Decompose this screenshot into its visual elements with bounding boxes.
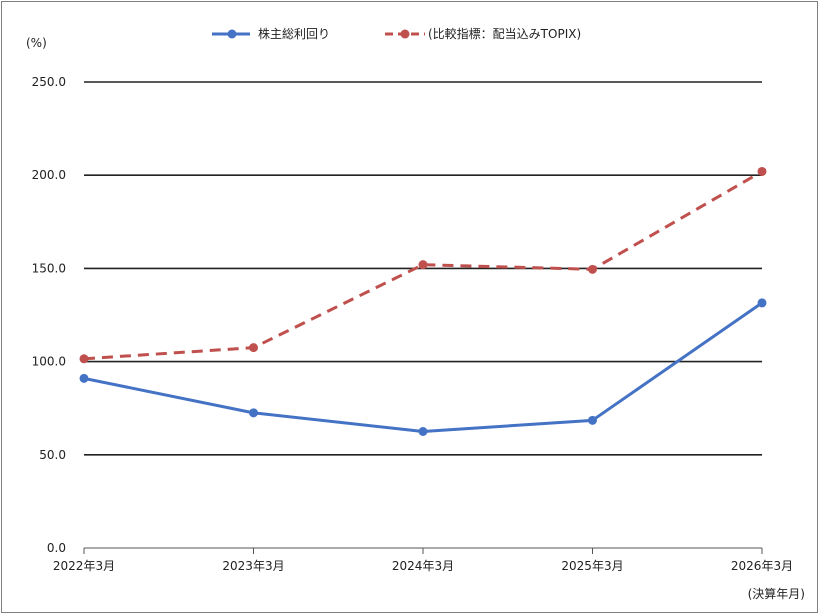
series-line-1 bbox=[83, 301, 763, 433]
y-tick-label: 250.0 bbox=[32, 75, 66, 89]
y-axis-unit-label: (%) bbox=[26, 36, 47, 50]
data-point bbox=[588, 264, 597, 274]
y-tick-label: 0.0 bbox=[47, 541, 66, 555]
legend-marker-dot-series-2 bbox=[400, 29, 410, 39]
x-axis-unit-label: (決算年月) bbox=[748, 586, 805, 601]
data-point bbox=[588, 415, 597, 425]
x-tick-label: 2023年3月 bbox=[222, 559, 284, 573]
data-point bbox=[79, 373, 89, 383]
data-point bbox=[249, 408, 258, 418]
data-point bbox=[79, 354, 89, 364]
legend-marker-dot-series-1 bbox=[227, 29, 237, 39]
y-tick-label: 50.0 bbox=[39, 448, 66, 462]
series-layer bbox=[79, 166, 767, 436]
data-point bbox=[418, 260, 428, 270]
x-tick-label: 2026年3月 bbox=[731, 559, 793, 573]
x-tick-label: 2022年3月 bbox=[53, 559, 115, 573]
data-point bbox=[757, 298, 767, 308]
x-tick-label: 2025年3月 bbox=[561, 559, 623, 573]
data-point bbox=[418, 427, 428, 436]
legend-label-series-2: (比較指標：配当込みTOPIX) bbox=[428, 26, 581, 41]
data-point bbox=[757, 166, 767, 176]
y-tick-label: 100.0 bbox=[32, 355, 66, 369]
data-point bbox=[249, 343, 258, 353]
axes: 0.0 50.0 100.0 150.0 200.0 250.0 2022年3月 2023年3… bbox=[32, 75, 793, 573]
y-tick-label: 200.0 bbox=[32, 168, 66, 182]
legend: 株主総利回り (比較指標：配当込みTOPIX) bbox=[212, 26, 581, 41]
x-tick-label: 2024年3月 bbox=[392, 559, 454, 573]
gridlines bbox=[84, 81, 762, 456]
legend-label-series-1: 株主総利回り bbox=[258, 26, 330, 41]
y-tick-label: 150.0 bbox=[32, 261, 66, 275]
series-line-2 bbox=[83, 170, 763, 361]
